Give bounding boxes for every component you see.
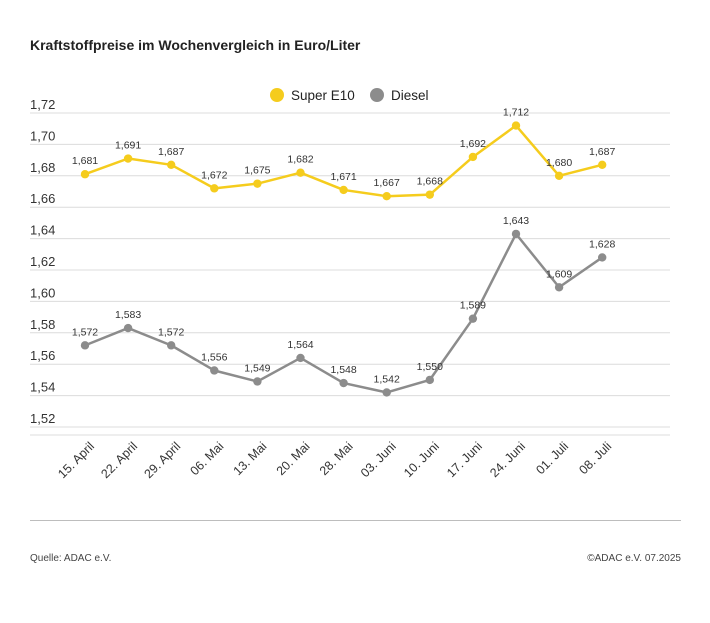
data-point bbox=[339, 378, 348, 388]
y-tick-label: 1,56 bbox=[30, 348, 55, 363]
data-point bbox=[167, 160, 176, 170]
x-tick-label: 20. Mai bbox=[274, 439, 313, 478]
data-label: 1,667 bbox=[374, 177, 400, 189]
data-point bbox=[468, 314, 478, 323]
data-label: 1,680 bbox=[546, 157, 572, 169]
data-point bbox=[253, 179, 262, 188]
data-point bbox=[80, 170, 90, 179]
data-label: 1,550 bbox=[417, 361, 443, 373]
data-label: 1,542 bbox=[374, 373, 400, 385]
y-tick-label: 1,68 bbox=[30, 160, 55, 175]
data-point bbox=[167, 341, 176, 350]
data-label: 1,672 bbox=[201, 169, 227, 181]
data-point bbox=[382, 388, 391, 397]
data-label: 1,583 bbox=[115, 309, 141, 321]
series-group: 1,681 1,691 1,687 1,672 1,675 1,682 1,671 1,667… bbox=[72, 107, 615, 397]
data-point bbox=[210, 184, 219, 193]
data-point bbox=[425, 375, 434, 385]
y-axis-tick-labels: 1,52 1,54 1,56 1,58 1,60 1,62 1,64 1,66 1,68 1,70… bbox=[30, 97, 55, 426]
data-point bbox=[598, 253, 607, 262]
data-label: 1,682 bbox=[287, 154, 313, 166]
y-tick-label: 1,54 bbox=[30, 380, 55, 395]
copyright-note: ©ADAC e.V. 07.2025 bbox=[587, 553, 681, 564]
data-label: 1,609 bbox=[546, 268, 572, 280]
x-tick-label: 24. Juni bbox=[487, 439, 528, 480]
data-point bbox=[123, 323, 133, 333]
x-tick-label: 03. Juni bbox=[358, 439, 399, 480]
data-label: 1,691 bbox=[115, 140, 141, 152]
data-point bbox=[554, 171, 564, 180]
data-point bbox=[123, 154, 133, 163]
x-tick-label: 06. Mai bbox=[188, 439, 227, 478]
x-tick-label: 08. Juli bbox=[576, 439, 614, 477]
legend-swatch bbox=[370, 88, 384, 102]
data-label: 1,572 bbox=[158, 326, 184, 338]
bottom-divider bbox=[30, 520, 681, 521]
y-tick-label: 1,64 bbox=[30, 223, 55, 238]
legend-label: Super E10 bbox=[291, 88, 355, 103]
x-tick-label: 17. Juni bbox=[444, 439, 485, 480]
data-label: 1,671 bbox=[330, 171, 356, 183]
data-label: 1,589 bbox=[460, 300, 486, 312]
x-axis-tick-labels: 15. April 22. April 29. April 06. Mai 13. Ma… bbox=[55, 439, 614, 481]
x-tick-label: 28. Mai bbox=[317, 439, 356, 478]
x-tick-label: 15. April bbox=[55, 439, 97, 481]
data-point bbox=[598, 160, 607, 170]
data-point bbox=[296, 168, 305, 177]
data-label: 1,556 bbox=[201, 351, 227, 363]
y-tick-label: 1,72 bbox=[30, 97, 55, 112]
data-label: 1,712 bbox=[503, 107, 529, 119]
data-point bbox=[511, 229, 521, 239]
data-label: 1,628 bbox=[589, 238, 615, 250]
grid-lines bbox=[30, 112, 670, 436]
data-label: 1,549 bbox=[244, 362, 270, 374]
data-label: 1,687 bbox=[589, 146, 615, 158]
data-label: 1,675 bbox=[244, 165, 270, 177]
x-tick-label: 01. Juli bbox=[533, 439, 571, 477]
data-point bbox=[210, 366, 219, 375]
source-note: Quelle: ADAC e.V. bbox=[30, 553, 112, 564]
data-point bbox=[80, 341, 90, 350]
legend-swatch bbox=[270, 88, 284, 102]
data-label: 1,681 bbox=[72, 155, 98, 167]
legend-label: Diesel bbox=[391, 88, 429, 103]
x-tick-label: 22. April bbox=[98, 439, 140, 481]
y-tick-label: 1,62 bbox=[30, 254, 55, 269]
y-tick-label: 1,66 bbox=[30, 191, 55, 206]
data-point bbox=[554, 283, 564, 292]
x-tick-label: 13. Mai bbox=[231, 439, 270, 478]
series-super-e10: 1,681 1,691 1,687 1,672 1,675 1,682 1,671 1,667… bbox=[72, 107, 615, 201]
x-tick-label: 29. April bbox=[141, 439, 183, 481]
data-point bbox=[296, 353, 305, 363]
data-point bbox=[468, 152, 478, 162]
x-tick-label: 10. Juni bbox=[401, 439, 442, 480]
data-point bbox=[382, 192, 391, 201]
data-label: 1,548 bbox=[330, 364, 356, 376]
data-point bbox=[339, 185, 348, 195]
data-label: 1,692 bbox=[460, 138, 486, 150]
y-tick-label: 1,52 bbox=[30, 411, 55, 426]
series-line bbox=[84, 124, 603, 198]
series-diesel: 1,572 1,583 1,572 1,556 1,549 1,564 1,548 1,542… bbox=[72, 215, 615, 397]
chart-title: Kraftstoffpreise im Wochenvergleich in E… bbox=[30, 37, 361, 53]
data-point bbox=[425, 190, 434, 199]
y-tick-label: 1,70 bbox=[30, 128, 55, 143]
data-point bbox=[253, 377, 262, 386]
data-label: 1,643 bbox=[503, 215, 529, 227]
y-tick-label: 1,58 bbox=[30, 317, 55, 332]
data-label: 1,687 bbox=[158, 146, 184, 158]
legend: Super E10 Diesel bbox=[270, 88, 429, 103]
data-label: 1,564 bbox=[287, 339, 313, 351]
data-label: 1,668 bbox=[417, 176, 443, 188]
y-tick-label: 1,60 bbox=[30, 285, 55, 300]
data-label: 1,572 bbox=[72, 326, 98, 338]
line-chart: Super E10 Diesel 1,52 1,54 1,56 1,58 1,60 1,62… bbox=[30, 88, 670, 481]
data-point bbox=[511, 121, 521, 130]
